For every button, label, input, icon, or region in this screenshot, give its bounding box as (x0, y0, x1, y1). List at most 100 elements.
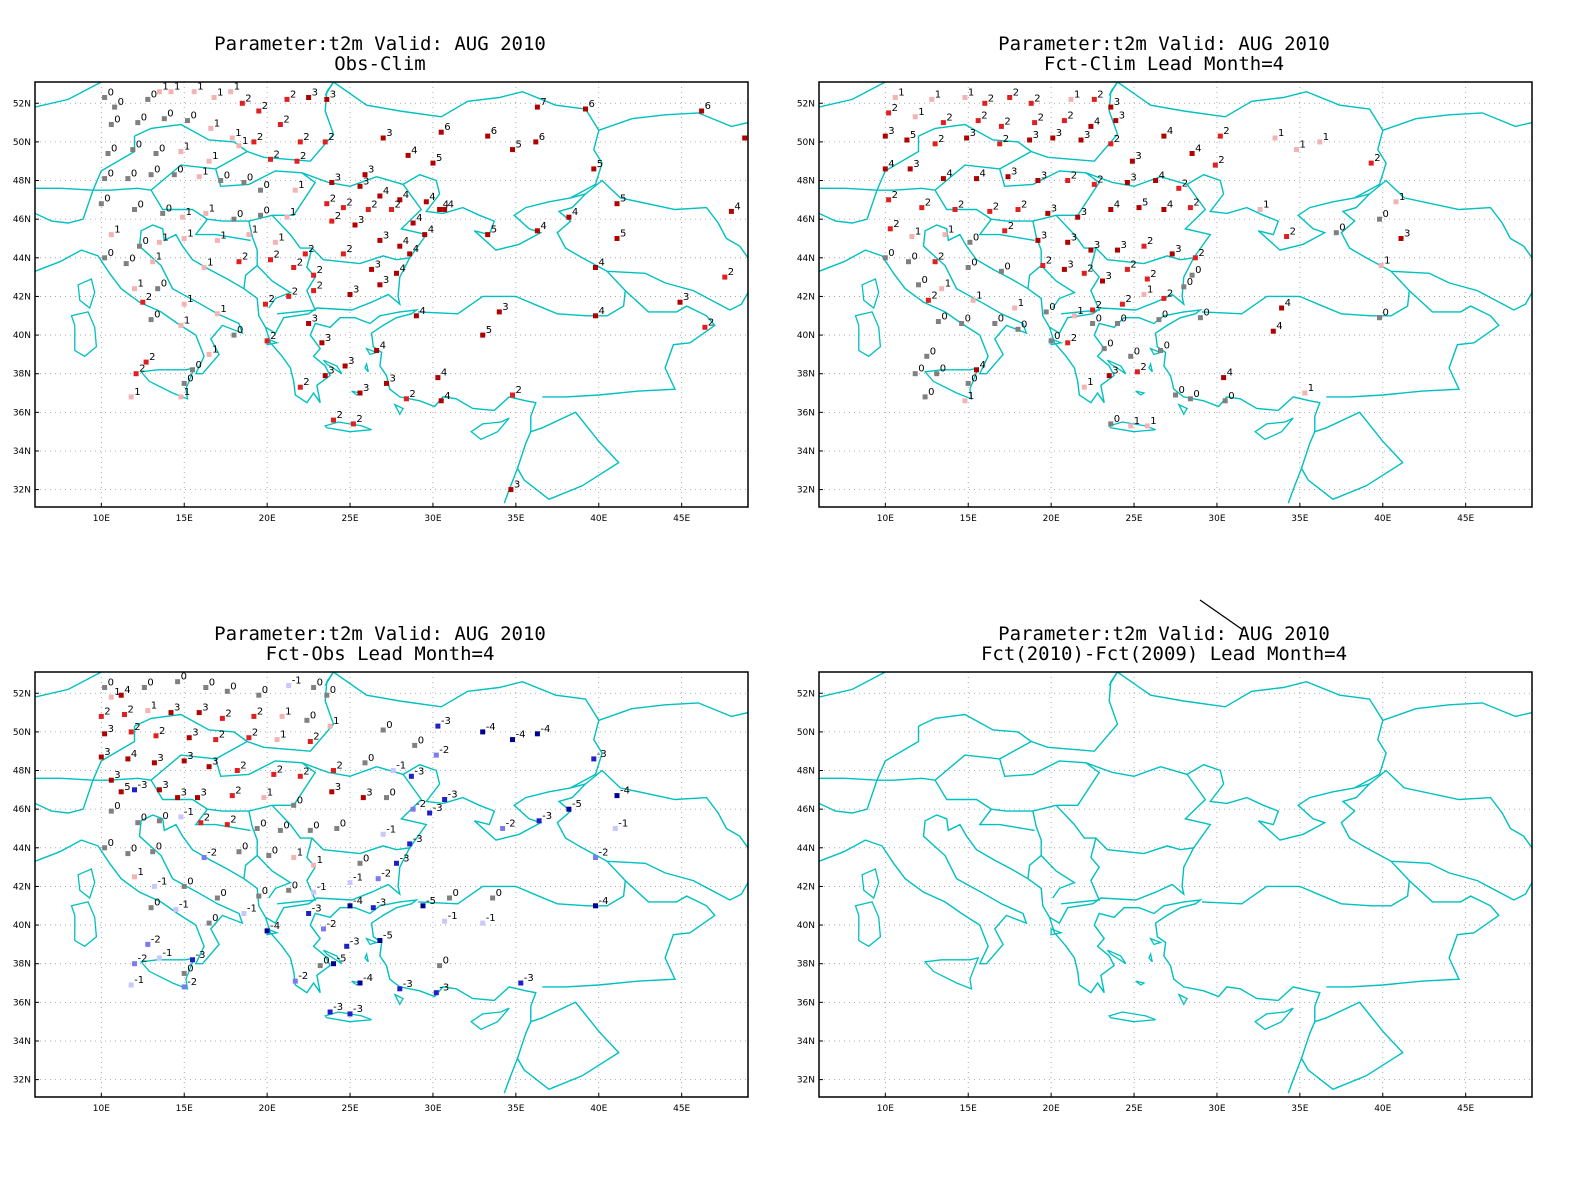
station-marker (279, 713, 285, 719)
station-marker (907, 166, 913, 172)
station-value: 0 (912, 252, 918, 263)
station-marker (886, 110, 892, 116)
station-value: 2 (146, 292, 152, 303)
panel-subtitle: Fct(2010)-Fct(2009) Lead Month=4 (980, 643, 1348, 665)
island (1253, 1007, 1294, 1031)
station-marker (206, 351, 212, 357)
station-marker (1222, 398, 1228, 404)
station-value: 2 (395, 200, 401, 211)
station-value: 3 (108, 724, 114, 735)
station-value: 6 (705, 101, 711, 112)
station-value: 4 (1167, 126, 1173, 137)
station-value: -1 (396, 761, 406, 772)
station-value: 0 (1114, 414, 1120, 425)
station-value: 0 (212, 913, 218, 924)
station-value: -1 (247, 904, 257, 915)
station-value: -2 (506, 819, 516, 830)
station-marker (160, 210, 166, 216)
lat-tick-label: 40N (797, 921, 815, 931)
station-marker (132, 787, 137, 793)
station-value: 1 (1087, 377, 1093, 388)
coastline (999, 758, 1101, 812)
map-frame (818, 81, 1533, 508)
island (1149, 347, 1163, 356)
station-marker (148, 317, 154, 323)
station-marker (1128, 423, 1134, 429)
station-marker (500, 826, 506, 831)
station-value: 2 (1097, 174, 1103, 185)
station-marker (291, 265, 297, 270)
island (469, 1007, 510, 1031)
island (364, 951, 369, 963)
station-value: 1 (948, 225, 954, 236)
station-value: -5 (572, 799, 582, 810)
coastline (1040, 855, 1076, 899)
island (469, 417, 510, 441)
station-marker (360, 795, 366, 801)
lat-tick-label: 42N (13, 292, 31, 302)
station-marker (1007, 95, 1013, 100)
station-value: 1 (151, 701, 157, 712)
station-marker (442, 918, 448, 924)
station-value: 2 (274, 250, 280, 261)
station-value: 6 (444, 122, 450, 133)
station-marker (102, 176, 108, 182)
station-marker (967, 239, 973, 245)
station-value: 1 (976, 290, 982, 301)
station-value: 3 (1094, 240, 1100, 251)
station-value: 0 (108, 248, 114, 259)
station-marker (403, 396, 409, 402)
station-marker (1284, 234, 1290, 239)
station-value: 0 (418, 735, 424, 746)
lat-tick-label: 36N (13, 408, 31, 418)
station-marker (405, 152, 411, 158)
coastline (1049, 257, 1195, 335)
coastline (918, 123, 1032, 153)
station-marker (258, 187, 263, 193)
station-marker (1279, 305, 1285, 311)
station-value: 5 (486, 325, 492, 336)
station-marker (934, 371, 940, 377)
island (364, 361, 369, 373)
station-value: -5 (426, 896, 436, 907)
station-marker (229, 793, 235, 799)
station-value: 3 (888, 126, 894, 137)
station-value: 4 (448, 200, 454, 211)
coastline (819, 224, 1321, 504)
station-value: -3 (414, 766, 424, 777)
station-value: 1 (1018, 298, 1024, 309)
station-marker (485, 133, 491, 139)
station-value: 0 (141, 113, 147, 124)
station-marker (153, 151, 159, 156)
station-value: 4 (540, 221, 546, 232)
station-marker (1005, 174, 1011, 180)
coastline (542, 880, 716, 988)
station-marker (195, 795, 200, 801)
station-marker (374, 348, 380, 353)
station-value: 4 (1227, 368, 1233, 379)
station-value: 2 (1147, 236, 1153, 247)
station-value: 2 (1003, 134, 1009, 145)
station-value: 4 (411, 145, 417, 156)
station-value: -1 (134, 975, 144, 986)
station-marker (389, 207, 394, 212)
coastline (1326, 290, 1500, 398)
station-value: -2 (207, 848, 217, 859)
station-value: 0 (161, 279, 167, 290)
station-value: -4 (540, 724, 550, 735)
lon-tick-label: 30E (424, 1104, 441, 1114)
island (324, 421, 372, 433)
station-marker (125, 756, 131, 762)
station-value: 0 (283, 820, 289, 831)
station-value: -1 (486, 913, 496, 924)
station-value: 2 (292, 286, 298, 297)
station-marker (203, 210, 209, 216)
station-value: 0 (154, 898, 160, 909)
island (1108, 1011, 1156, 1023)
station-marker (380, 831, 386, 837)
station-marker (156, 955, 162, 961)
station-value: 1 (285, 706, 291, 717)
station-marker (1161, 295, 1167, 301)
station-value: 4 (1167, 200, 1173, 211)
